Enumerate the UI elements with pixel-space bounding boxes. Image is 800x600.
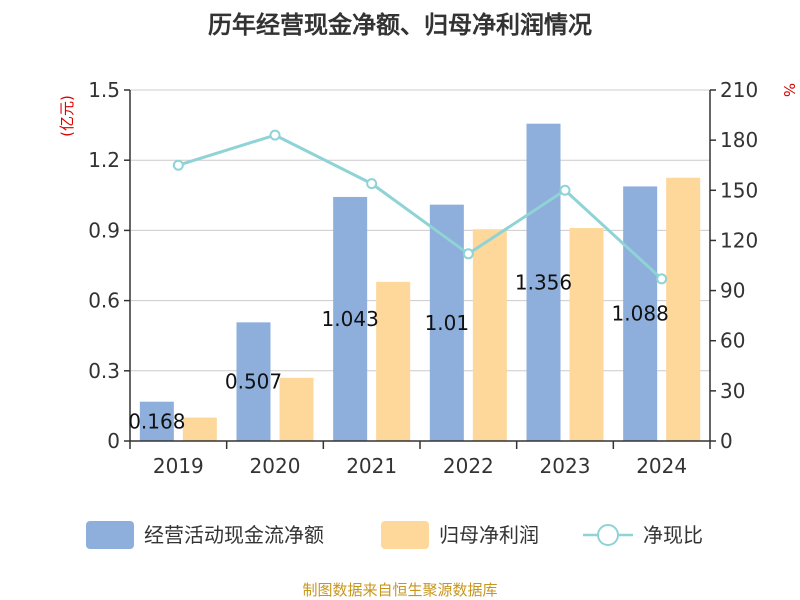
right-tick-label-7: 210 — [720, 78, 758, 102]
point-ratio-2024 — [656, 273, 668, 285]
line-ratio — [177, 133, 663, 280]
bar-cashflow-2019 — [139, 401, 174, 441]
bar-net-profit-2019 — [182, 417, 217, 441]
bar-net-profit-2021 — [376, 281, 411, 441]
bars-layer — [139, 123, 701, 442]
bar-cashflow-2024 — [623, 186, 658, 441]
legend: 经营活动现金流净额 归母净利润 净现比 — [86, 521, 703, 549]
x-tick-label-2024: 2024 — [636, 454, 687, 478]
chart-title: 历年经营现金净额、归母净利润情况 — [208, 11, 592, 39]
left-tick-label-3: 0.9 — [88, 218, 120, 242]
legend-marker-ratio — [597, 524, 619, 546]
bar-net-profit-2022 — [472, 229, 507, 441]
left-axis-unit: (亿元) — [58, 95, 76, 137]
bar-cashflow-2021 — [333, 196, 368, 441]
left-tick-label-1: 0.3 — [88, 359, 120, 383]
axes: 0 0.3 0.6 0.9 1.2 1.5 0 30 60 90 120 150 180 210 2019 2… — [88, 78, 758, 478]
x-tick-label-2023: 2023 — [540, 454, 591, 478]
data-label-cashflow-2020: 0.507 — [225, 370, 282, 394]
point-ratio-2022 — [462, 248, 474, 260]
bar-cashflow-2023 — [526, 123, 561, 442]
bar-cashflow-2022 — [429, 204, 464, 441]
bar-net-profit-2020 — [279, 377, 314, 441]
left-tick-label-0: 0 — [107, 429, 120, 453]
point-ratio-2023 — [559, 184, 571, 196]
x-tick-label-2019: 2019 — [153, 454, 204, 478]
legend-label-ratio: 净现比 — [643, 523, 703, 547]
line-layer — [172, 129, 668, 285]
data-label-cashflow-2019: 0.168 — [128, 409, 185, 433]
point-ratio-2021 — [366, 178, 378, 190]
bar-net-profit-2024 — [666, 177, 701, 441]
bar-cashflow-2020 — [236, 322, 271, 441]
right-tick-label-4: 120 — [720, 228, 758, 252]
data-label-cashflow-2023: 1.356 — [515, 270, 572, 294]
x-tick-label-2020: 2020 — [250, 454, 301, 478]
point-ratio-2019 — [172, 159, 184, 171]
source-note: 制图数据来自恒生聚源数据库 — [302, 581, 497, 599]
right-tick-label-6: 180 — [720, 128, 758, 152]
gridlines — [130, 89, 710, 442]
point-ratio-2020 — [269, 129, 281, 141]
bar-net-profit-2023 — [569, 228, 604, 441]
data-label-cashflow-2024: 1.088 — [612, 302, 669, 326]
left-tick-label-2: 0.6 — [88, 289, 120, 313]
legend-label-cashflow: 经营活动现金流净额 — [144, 523, 324, 547]
legend-swatch-cashflow — [86, 521, 134, 549]
data-labels: 0.168 0.507 1.043 1.01 1.356 1.088 — [128, 270, 669, 433]
right-tick-label-2: 60 — [720, 329, 745, 353]
right-tick-label-5: 150 — [720, 178, 758, 202]
data-label-cashflow-2022: 1.01 — [425, 311, 470, 335]
right-tick-label-3: 90 — [720, 279, 745, 303]
right-axis-unit: % — [780, 83, 798, 97]
x-tick-label-2021: 2021 — [346, 454, 397, 478]
legend-label-net-profit: 归母净利润 — [439, 523, 539, 547]
legend-swatch-net-profit — [381, 521, 429, 549]
right-tick-label-1: 30 — [720, 379, 745, 403]
left-tick-label-4: 1.2 — [88, 148, 120, 172]
data-label-cashflow-2021: 1.043 — [322, 307, 379, 331]
x-tick-label-2022: 2022 — [443, 454, 494, 478]
left-tick-label-5: 1.5 — [88, 78, 120, 102]
right-tick-label-0: 0 — [720, 429, 733, 453]
